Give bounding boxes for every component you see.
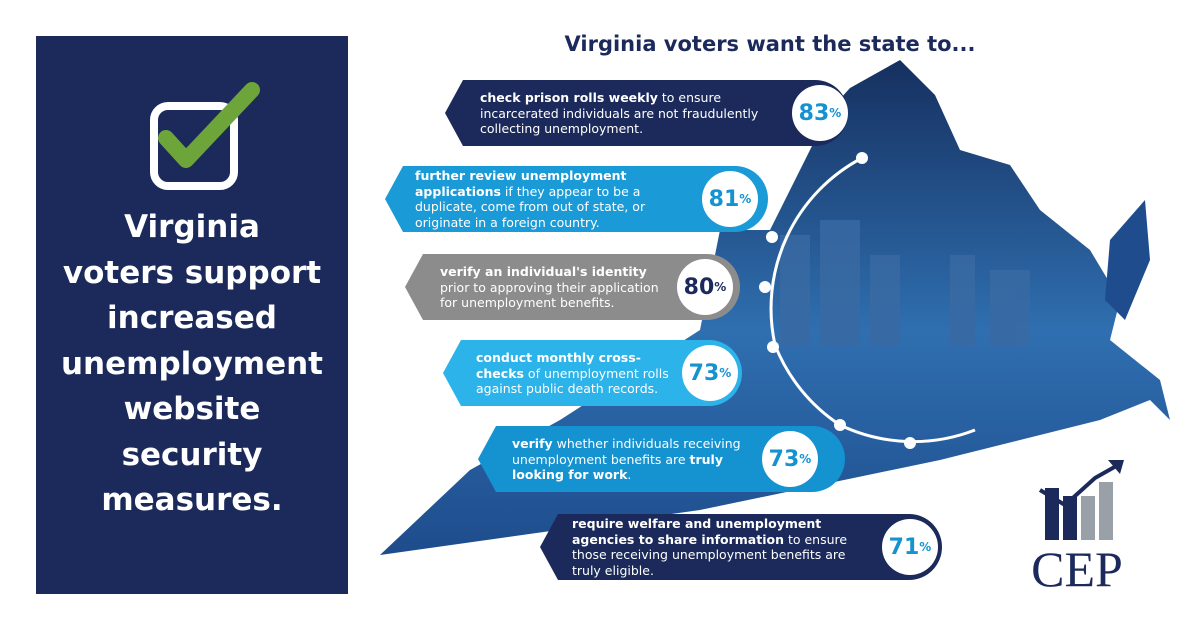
item-text-segment: if they appear to be a duplicate, come f… [415,183,646,230]
item-pill [445,80,848,146]
value-unit: % [799,452,812,466]
value: 80 [683,274,715,300]
value-unit: % [919,540,932,554]
headline-line: unemployment [60,345,323,382]
item-text-segment: . [627,466,632,482]
value-unit: % [719,366,732,380]
item-text-segment: to ensure incarcerated individuals are n… [480,89,759,136]
value-unit: % [714,280,727,294]
headline-line: increased [107,300,277,336]
item-text-segment: to ensure those receiving unemployment b… [572,531,848,578]
value: 73 [768,446,800,472]
value-badge: 73% [762,431,818,487]
logo-mark [1038,460,1124,540]
value-badge: 71% [882,519,938,575]
item-text: further review unemployment applications… [415,168,700,230]
value: 81 [708,186,740,212]
logo-text: CEP [1031,541,1123,597]
value: 83 [798,100,830,126]
checkbox [150,102,238,190]
item-text-segment: prior to approving their application for… [440,279,659,310]
headline-line: measures. [101,482,283,518]
item-pill [478,426,845,492]
eastern-shore [1105,200,1150,320]
item-text-segment: whether individuals receiving unemployme… [512,435,741,467]
item-text-segment: truly looking for work [512,451,723,482]
connector-arc [769,156,976,444]
item-pill [385,166,768,232]
item-text-segment: conduct monthly cross-checks [476,349,641,381]
item-text-segment: check prison rolls weekly [480,89,658,105]
connector-dots [759,152,916,449]
value-unit: % [739,192,752,206]
item-text-segment: verify [512,435,553,451]
item-pills [385,80,942,580]
headline: Virginia voters support increased unemploym… [36,205,348,524]
item-text: verify an individual's identity prior to… [440,264,672,311]
skyline [780,220,1030,345]
value-badge: 73% [682,345,738,401]
item-text: verify whether individuals receiving une… [512,436,762,483]
value-badge: 80% [677,259,733,315]
value-unit: % [829,106,842,120]
item-text: check prison rolls weekly to ensure inca… [480,90,780,137]
value: 71 [888,534,920,560]
checkmark [158,82,260,168]
item-pill [405,254,740,320]
headline-line: security [121,436,263,473]
value-badge: 81% [702,171,758,227]
item-text-segment: require welfare and unemployment agencie… [572,516,822,547]
item-pill [443,340,742,406]
headline-line: Virginia [124,209,260,245]
value: 73 [688,360,720,386]
value-badge: 83% [792,85,848,141]
item-text-segment: verify an individual's identity [440,263,647,279]
title: Virginia voters want the state to... [564,32,976,56]
item-text: conduct monthly cross-checks of unemploy… [476,350,681,397]
headline-line: voters support [62,254,322,291]
left-panel [36,36,348,594]
item-pill [540,514,942,580]
item-text-segment: further review unemployment applications [415,168,627,199]
headline-line: website [123,391,261,427]
item-text-segment: of unemployment rolls against public dea… [476,365,669,396]
item-text: require welfare and unemployment agencie… [572,516,877,578]
